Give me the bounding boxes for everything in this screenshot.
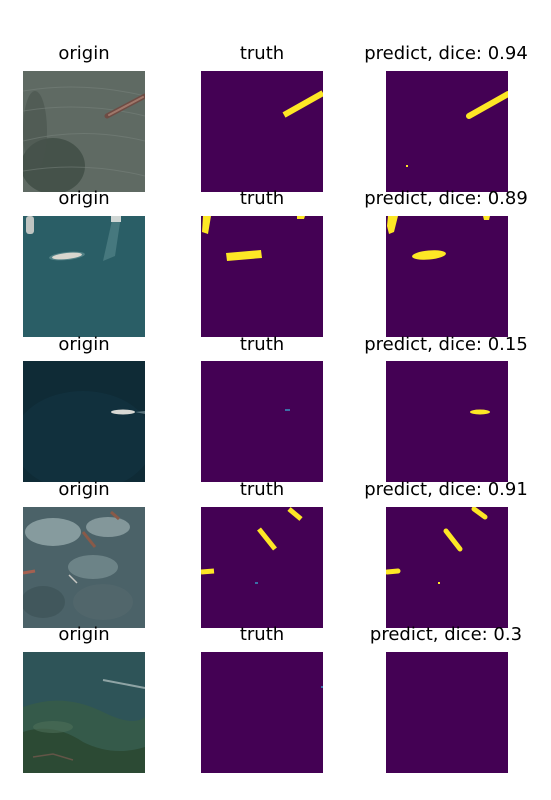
truth-title: truth	[239, 43, 285, 64]
predict-title: predict, dice: 0.89	[364, 188, 528, 209]
origin-title: origin	[58, 188, 110, 209]
origin-image	[23, 507, 145, 628]
truth-title: truth	[239, 334, 285, 355]
truth-mask	[201, 71, 323, 192]
predict-mask	[386, 507, 508, 628]
predict-mask	[386, 71, 508, 192]
predict-title: predict, dice: 0.91	[364, 479, 528, 500]
predict-title: predict, dice: 0.15	[364, 334, 528, 355]
truth-mask	[201, 361, 323, 482]
origin-image	[23, 361, 145, 482]
truth-title: truth	[239, 188, 285, 209]
origin-title: origin	[58, 43, 110, 64]
origin-title: origin	[58, 624, 110, 645]
truth-mask	[201, 652, 323, 773]
predict-mask	[386, 361, 508, 482]
origin-image	[23, 71, 145, 192]
predict-mask	[386, 216, 508, 337]
predict-title: predict, dice: 0.3	[369, 624, 523, 645]
truth-mask	[201, 216, 323, 337]
truth-mask	[201, 507, 323, 628]
origin-image	[23, 216, 145, 337]
truth-title: truth	[239, 479, 285, 500]
origin-title: origin	[58, 334, 110, 355]
predict-mask	[386, 652, 508, 773]
origin-image	[23, 652, 145, 773]
truth-title: truth	[239, 624, 285, 645]
origin-title: origin	[58, 479, 110, 500]
predict-title: predict, dice: 0.94	[364, 43, 528, 64]
